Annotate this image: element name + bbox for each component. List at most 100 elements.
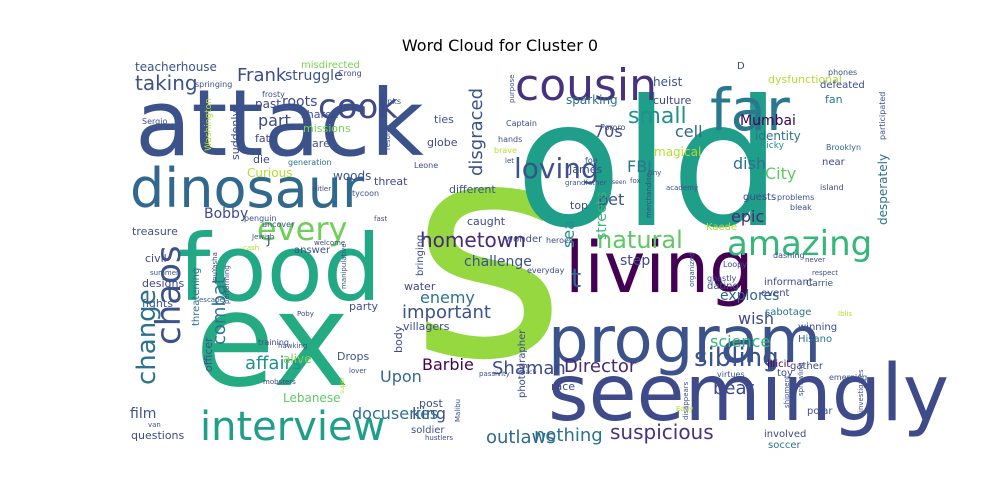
word-malibu-189: Malibu	[454, 399, 462, 422]
word-food-4: food	[178, 215, 381, 322]
word-post-186: post	[419, 397, 443, 410]
word-dysfunctional-66: dysfunctional	[768, 73, 842, 86]
word-investigates-99: investigates	[857, 369, 865, 412]
word-lover-185: lover	[349, 367, 367, 375]
word-bear-37: bear	[713, 378, 755, 399]
word-winning-86: winning	[798, 322, 837, 333]
word-step-54: step	[620, 253, 650, 269]
word-race-180: race	[551, 380, 575, 393]
word-body-176: body	[392, 325, 405, 353]
word-cell-47: cell	[675, 122, 703, 141]
word-frosty-108: frosty	[262, 90, 285, 99]
word-woods-121: woods	[333, 169, 371, 183]
word-grandfather-143: grandfather	[565, 179, 607, 187]
word-chaos-14: chaos	[149, 245, 189, 345]
word-hands-135: hands	[498, 135, 522, 144]
word-treasure-156: treasure	[132, 225, 178, 238]
word-van-191: van	[148, 421, 161, 429]
word-s-0: s	[410, 77, 566, 426]
word-generation-119: generation	[288, 158, 332, 167]
word-interview-11: interview	[200, 404, 385, 450]
word-sibling-18: sibling	[694, 343, 779, 373]
word-problems-76: problems	[777, 193, 814, 202]
word-important-33: important	[402, 302, 491, 323]
word-attack-3: attack	[135, 70, 424, 177]
word-every-16: every	[257, 210, 347, 248]
word-sergio-114: Sergio	[142, 117, 167, 126]
word-alive-60: alive	[283, 352, 312, 366]
word-involved-96: involved	[764, 429, 806, 440]
word-loopy-92: Loopy	[723, 260, 747, 269]
word-misdirected-106: misdirected	[301, 60, 360, 71]
word-missions-111: missions	[303, 122, 351, 135]
word-hitler-123: Hitler	[312, 185, 331, 193]
word-disgraced-25: disgraced	[466, 88, 487, 176]
word-desperately-67: desperately	[876, 154, 890, 225]
word-cook-12: cook	[318, 87, 398, 127]
word-passivity-179: passivity	[479, 370, 510, 378]
word-questions-190: questions	[131, 429, 185, 442]
word-uncover-127: uncover	[262, 220, 295, 229]
word-roots-57: roots	[282, 94, 317, 110]
word-natural-19: natural	[597, 226, 683, 254]
word-change-15: change	[132, 289, 162, 385]
word-leone-134: Leone	[414, 161, 438, 170]
word-training-174: training	[258, 338, 289, 347]
word-pet-50: pet	[598, 190, 624, 209]
word-explores-43: explores	[720, 288, 779, 304]
word-hustlers-188: hustlers	[425, 434, 453, 442]
word-informant-80: informant	[764, 277, 813, 288]
word-penguin-126: penguin	[244, 214, 277, 223]
word-fate-117: fate	[255, 132, 277, 145]
word-bleak-77: bleak	[790, 203, 812, 212]
word-participated-71: participated	[878, 92, 887, 140]
word-suspicious-26: suspicious	[610, 420, 714, 444]
word-pororo-140: Pororo	[600, 123, 626, 132]
word-foe-141: foe	[585, 156, 598, 165]
word-bobby-56: Bobby	[204, 206, 248, 222]
word-sea-52: sea	[559, 220, 578, 248]
word-bringing-154: bringing	[415, 235, 426, 276]
word-respect-193: respect	[812, 269, 838, 277]
word-emerging-100: emerging	[829, 373, 867, 382]
word-mumbai-48: Mumbai	[740, 113, 796, 129]
word-care-118: care	[306, 137, 330, 150]
word-curious-122: Curious	[247, 166, 292, 180]
word-beach-181: beach	[518, 369, 536, 376]
word-far-8: far	[710, 76, 790, 144]
word-heist-64: heist	[653, 75, 683, 89]
word-shared-110: shared	[301, 108, 338, 121]
word-streets-53: streets	[594, 192, 610, 240]
word-docuseries-41: docuseries	[352, 404, 438, 423]
word-carrie-81: Carrie	[806, 279, 834, 289]
word-film-59: film	[130, 406, 156, 422]
word-combat-29: combat	[209, 277, 230, 345]
word-seemingly-6: seemingly	[548, 349, 949, 439]
word-officer-173: officer	[202, 337, 215, 372]
word-ex-2: ex	[195, 264, 350, 416]
word-civil-158: civil	[145, 252, 167, 265]
word-soldier-187: soldier	[411, 425, 445, 436]
word-past-109: past	[255, 97, 281, 111]
word-mobsters-182: mobsters	[263, 378, 296, 386]
word-city-45: City	[765, 164, 796, 183]
word-merchandise-148: merchandise	[645, 173, 653, 218]
word-gather-89: gather	[790, 361, 824, 372]
word-wonder-152: wonder	[505, 234, 543, 245]
word-struggle-58: struggle	[285, 68, 343, 84]
word-culture-65: culture	[653, 94, 692, 107]
word-sparking-63: sparking	[566, 93, 618, 107]
word-epic-44: epic	[731, 207, 764, 226]
word-purpose-139: purpose	[508, 75, 516, 103]
word-villagers-170: villagers	[403, 320, 450, 333]
word-brave-136: brave	[494, 146, 517, 155]
word-ties-131: ties	[434, 113, 454, 126]
word-jewish-129: Jewish	[251, 233, 274, 241]
word-globe-132: globe	[427, 136, 458, 149]
word-guests-75: guests	[743, 192, 776, 203]
word-wish-42: wish	[738, 309, 774, 328]
word-never-192: never	[805, 256, 825, 264]
word-j-157: J	[266, 233, 271, 247]
word-fbi-49: FBI	[627, 157, 652, 176]
